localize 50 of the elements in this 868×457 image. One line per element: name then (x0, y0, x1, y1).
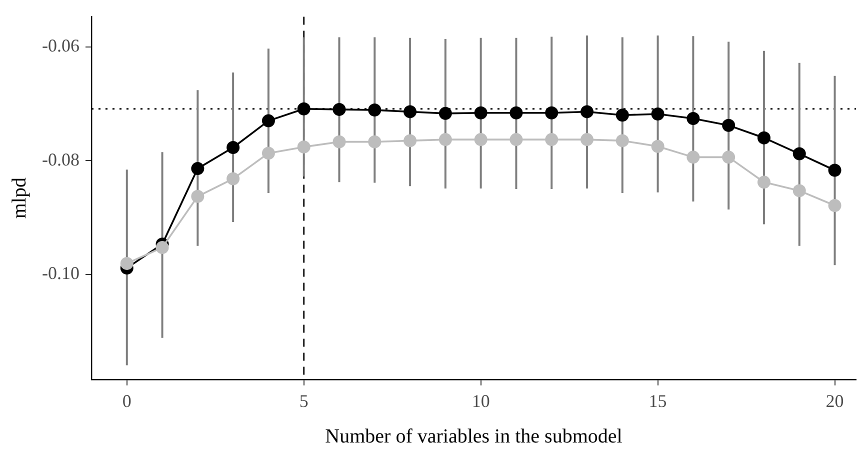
point (404, 105, 417, 118)
point (404, 134, 417, 148)
point (262, 114, 275, 128)
point (438, 133, 452, 146)
point (828, 198, 842, 212)
point (580, 133, 594, 146)
x-tick-label: 15 (648, 390, 667, 411)
point (297, 102, 310, 116)
y-tick-label: -0.10 (42, 262, 80, 283)
point (191, 190, 204, 203)
x-tick-label: 20 (826, 390, 844, 411)
point (226, 172, 240, 186)
point (120, 256, 134, 270)
point (262, 146, 275, 160)
y-axis-title: mlpd (8, 178, 30, 219)
point (616, 134, 629, 148)
point (580, 105, 594, 118)
point (510, 106, 523, 120)
point (828, 164, 842, 177)
point (226, 141, 240, 154)
point (686, 112, 700, 126)
point (156, 241, 169, 254)
point (651, 107, 664, 120)
point (722, 150, 736, 164)
point (191, 162, 204, 176)
point (686, 150, 700, 164)
x-tick-label: 10 (472, 390, 490, 411)
point (616, 108, 629, 122)
point (651, 140, 664, 153)
point (757, 131, 770, 144)
point (297, 140, 310, 154)
x-tick-label: 0 (122, 390, 132, 411)
point (792, 184, 806, 198)
point (438, 106, 452, 120)
point (368, 135, 382, 148)
point (545, 133, 558, 146)
y-tick-label: -0.08 (42, 149, 80, 170)
point (510, 133, 523, 146)
point (722, 118, 736, 132)
point (332, 102, 346, 116)
point (332, 135, 346, 148)
x-tick-label: 5 (299, 390, 308, 411)
point (792, 147, 806, 160)
point (545, 106, 558, 120)
point (474, 133, 488, 146)
point (368, 104, 382, 117)
y-tick-label: -0.06 (42, 36, 80, 56)
point (757, 176, 770, 189)
x-axis-title: Number of variables in the submodel (325, 425, 623, 448)
point (474, 106, 488, 120)
